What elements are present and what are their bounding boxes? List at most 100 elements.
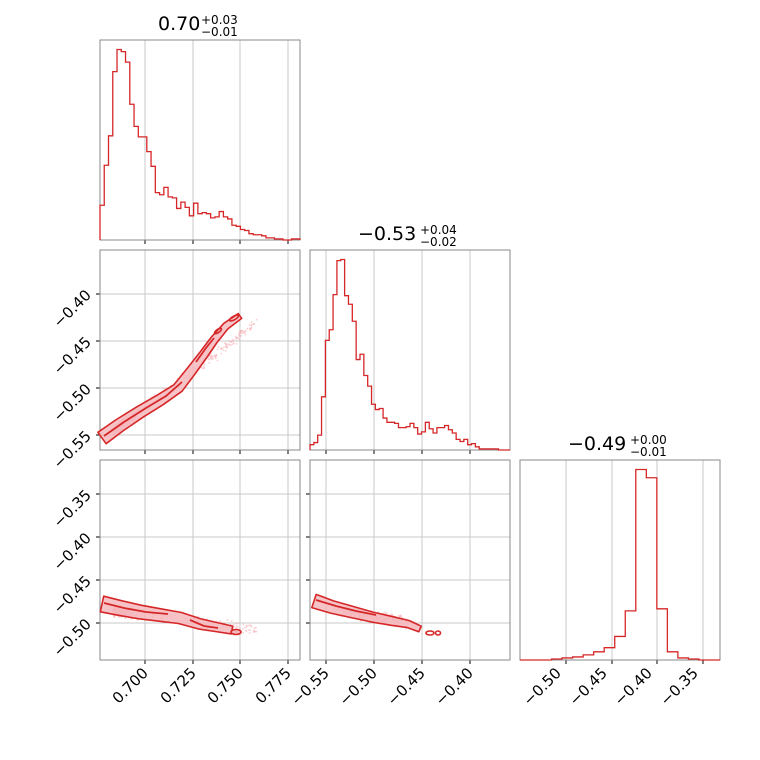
xtick-col0-3: 0.775 xyxy=(252,664,295,707)
scatter-point xyxy=(384,611,386,614)
scatter-point xyxy=(228,339,230,342)
xtick-col0-1: 0.725 xyxy=(157,664,200,707)
scatter-point xyxy=(211,355,214,358)
contour-p1-p3-outer xyxy=(99,595,234,635)
scatter-point xyxy=(237,336,239,339)
scatter-point xyxy=(248,328,251,331)
scatter-point xyxy=(242,332,245,334)
scatter-point xyxy=(219,620,221,623)
scatter-point xyxy=(214,356,217,358)
scatter-point xyxy=(210,354,213,357)
scatter-point xyxy=(235,624,238,627)
scatter-point xyxy=(232,339,234,341)
scatter-point xyxy=(235,343,238,345)
panel-frames xyxy=(96,39,721,664)
scatter-point xyxy=(252,631,255,633)
title-param2: −0.53 xyxy=(358,223,416,245)
xtick-col2-2: −0.40 xyxy=(611,664,656,709)
ytick-row2-0: −0.35 xyxy=(50,486,95,531)
scatter-point xyxy=(246,327,249,330)
contour-p1-p2-outer xyxy=(97,312,243,445)
scatter-point xyxy=(230,344,232,346)
xtick-col1-1: −0.50 xyxy=(336,664,381,709)
contour-inner-p1-p2-b xyxy=(195,337,215,363)
scatter-point xyxy=(232,342,235,344)
scatter-point xyxy=(250,321,253,324)
scatter-point xyxy=(225,343,228,346)
scatter-point xyxy=(253,322,256,325)
scatter-point xyxy=(241,329,243,332)
scatter-point xyxy=(242,627,244,630)
scatter-point xyxy=(224,342,227,344)
panel-frame-r1c1 xyxy=(309,249,511,451)
scatter-point xyxy=(239,332,242,334)
scatter-point xyxy=(226,345,229,348)
scatter-point xyxy=(238,338,241,341)
xtick-col1-2: −0.45 xyxy=(384,664,429,709)
contour-blob-p1-p2-2 xyxy=(228,314,240,322)
scatter-point xyxy=(238,334,240,337)
scatter-point xyxy=(207,358,210,360)
scatter-point xyxy=(203,367,206,370)
scatter-point xyxy=(245,629,248,632)
scatter-point xyxy=(214,354,216,356)
scatter-point xyxy=(222,346,225,348)
scatter-point xyxy=(255,626,257,629)
scatter-point xyxy=(232,623,235,626)
title-param2-upper: +0.04 xyxy=(420,223,457,237)
scatter-point xyxy=(237,622,240,625)
scatter-point xyxy=(249,629,251,632)
contour-blob-p2-p3-1 xyxy=(425,630,435,636)
scatter-point xyxy=(203,363,206,366)
contour-blob-p2-p3-2 xyxy=(434,630,442,636)
scatter-point xyxy=(227,343,230,346)
scatter-point xyxy=(222,349,225,351)
scatter-point xyxy=(242,632,245,634)
scatter-point xyxy=(245,624,248,627)
scatter-point xyxy=(130,618,133,620)
scatter-point xyxy=(239,335,241,338)
scatter-point xyxy=(124,617,127,620)
scatter-point xyxy=(404,627,407,630)
xtick-col0-2: 0.750 xyxy=(204,664,247,707)
scatter-point xyxy=(216,359,219,362)
ytick-row2-3: −0.50 xyxy=(50,615,95,660)
scatter-point xyxy=(235,622,237,625)
contour-inner-p1-p3-a xyxy=(103,602,169,615)
scatter-point xyxy=(113,616,116,619)
scatter-point xyxy=(250,625,253,628)
scatter-point xyxy=(255,318,258,321)
scatter-point xyxy=(220,352,223,355)
scatter-point xyxy=(242,330,245,333)
contour-blob-p1-p3 xyxy=(230,628,242,636)
scatter-point xyxy=(203,365,205,368)
scatter-point xyxy=(254,630,257,633)
ytick-row1-1: −0.45 xyxy=(50,333,95,378)
ytick-row1-2: −0.50 xyxy=(50,380,95,425)
scatter-point xyxy=(242,623,245,626)
xtick-col2-0: −0.50 xyxy=(520,664,565,709)
histogram-param1 xyxy=(99,48,301,241)
histogram-param2 xyxy=(309,258,510,451)
scatter-point xyxy=(239,330,241,333)
scatter-point xyxy=(117,615,120,618)
title-param3-upper: +0.00 xyxy=(630,433,667,447)
scatter-point xyxy=(235,627,238,629)
title-param1-lower: −0.01 xyxy=(201,25,238,39)
scatter-point xyxy=(399,614,402,616)
panel-frame-r2c0 xyxy=(99,459,301,661)
scatter-point xyxy=(153,393,156,396)
contour-inner-p2-p3-a xyxy=(315,599,377,616)
xtick-col0-0: 0.700 xyxy=(109,664,152,707)
scatter-point xyxy=(243,626,246,629)
chart-marks xyxy=(97,48,720,661)
scatter-point xyxy=(217,346,220,348)
ytick-row1-3: −0.55 xyxy=(50,427,95,472)
title-param3: −0.49 xyxy=(568,433,626,455)
xtick-col1-3: −0.40 xyxy=(432,664,477,709)
scatter-point xyxy=(212,355,215,357)
scatter-point xyxy=(210,357,213,360)
ytick-row1-0: −0.40 xyxy=(50,286,95,331)
title-param3-lower: −0.01 xyxy=(630,445,667,459)
